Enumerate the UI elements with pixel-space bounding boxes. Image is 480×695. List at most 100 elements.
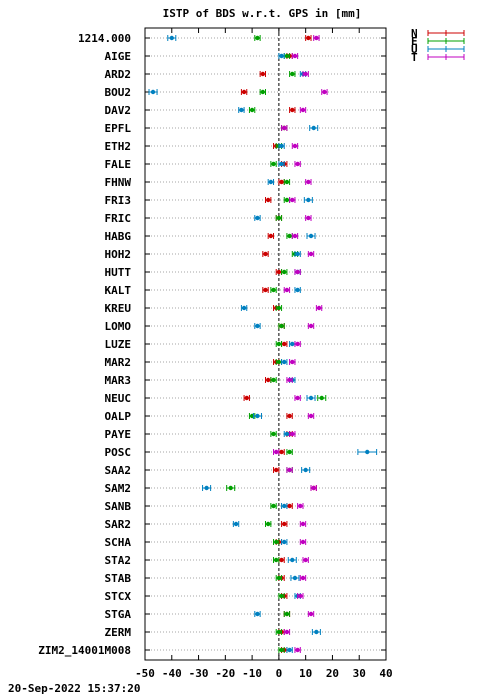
station-label: ZERM [105, 626, 132, 639]
data-point [265, 197, 271, 203]
data-point [263, 287, 268, 293]
station-label: FHNW [105, 176, 132, 189]
data-point [255, 35, 260, 41]
legend-label: E [411, 35, 418, 48]
data-point [255, 413, 260, 419]
station-label: HUTT [105, 266, 132, 279]
data-point [284, 53, 290, 59]
data-point [284, 179, 290, 185]
data-point [276, 305, 282, 311]
data-point [295, 341, 300, 347]
station-label: SANB [105, 500, 132, 513]
data-point [287, 503, 292, 509]
station-label: BOU2 [105, 86, 132, 99]
data-point [284, 629, 290, 635]
x-tick-label: 30 [353, 667, 366, 680]
data-point [268, 233, 274, 239]
data-point [255, 323, 260, 329]
station-label: STA2 [105, 554, 132, 567]
station-label: STAB [105, 572, 132, 585]
data-point [316, 305, 322, 311]
station-label: MAR3 [105, 374, 132, 387]
data-point [204, 485, 209, 491]
station-label: NEUC [105, 392, 132, 405]
data-point [298, 593, 303, 599]
data-point [279, 323, 284, 329]
data-point [287, 449, 292, 455]
station-label: KALT [105, 284, 132, 297]
data-point [255, 611, 260, 617]
data-point [279, 449, 284, 455]
data-point [311, 485, 316, 491]
data-point [169, 35, 174, 41]
station-label: EPFL [105, 122, 132, 135]
data-point [279, 557, 284, 563]
data-point [265, 521, 271, 527]
data-point [292, 575, 298, 581]
station-label: SCHA [105, 536, 132, 549]
station-label: MAR2 [105, 356, 132, 369]
x-tick-label: 40 [379, 667, 392, 680]
legend-label: T [411, 51, 418, 64]
data-point [290, 431, 295, 437]
data-point [303, 467, 308, 473]
station-label: ETH2 [105, 140, 132, 153]
data-point [279, 647, 284, 653]
x-tick-label: -30 [189, 667, 209, 680]
data-point [308, 251, 314, 257]
data-point [279, 143, 284, 149]
data-point [306, 197, 311, 203]
data-point [233, 521, 239, 527]
data-point [287, 467, 292, 473]
data-point [279, 53, 284, 59]
data-point [271, 287, 276, 293]
data-point [284, 287, 290, 293]
data-point [241, 89, 247, 95]
station-label: SAM2 [105, 482, 132, 495]
data-point [290, 107, 295, 113]
data-point [314, 629, 319, 635]
data-point [287, 233, 292, 239]
data-point [295, 647, 300, 653]
x-tick-label: 0 [276, 667, 283, 680]
data-point [303, 71, 308, 77]
data-point [244, 395, 249, 401]
station-labels: 1214.000 AIGE ARD2 BOU2 DAV2 EPFL ETH2 FALE FHNW… [38, 32, 386, 657]
station-label: LUZE [105, 338, 132, 351]
station-label: HOH2 [105, 248, 132, 261]
data-point [292, 143, 298, 149]
data-point [282, 521, 287, 527]
data-point [295, 287, 300, 293]
data-point [274, 539, 279, 545]
data-point [314, 35, 319, 41]
data-point [295, 161, 300, 167]
data-point [306, 179, 311, 185]
data-point [308, 323, 314, 329]
data-point [306, 35, 311, 41]
station-label: OALP [105, 410, 132, 423]
data-point [295, 269, 300, 275]
station-label: DAV2 [105, 104, 132, 117]
data-point [282, 269, 287, 275]
data-point [279, 593, 284, 599]
data-point [279, 161, 284, 167]
data-point [271, 503, 276, 509]
x-tick-label: 20 [326, 667, 339, 680]
station-label: ARD2 [105, 68, 132, 81]
data-point [274, 467, 279, 473]
data-point [287, 413, 292, 419]
legend-label: N [411, 27, 418, 40]
data-point [241, 305, 247, 311]
data-point [239, 107, 244, 113]
station-label: STGA [105, 608, 132, 621]
station-label: STCX [105, 590, 132, 603]
data-point [287, 647, 292, 653]
data-point [228, 485, 233, 491]
data-point [274, 449, 279, 455]
row-gridlines [145, 37, 386, 651]
data-point [276, 341, 282, 347]
station-label: LOMO [105, 320, 132, 333]
series-T [273, 35, 328, 653]
